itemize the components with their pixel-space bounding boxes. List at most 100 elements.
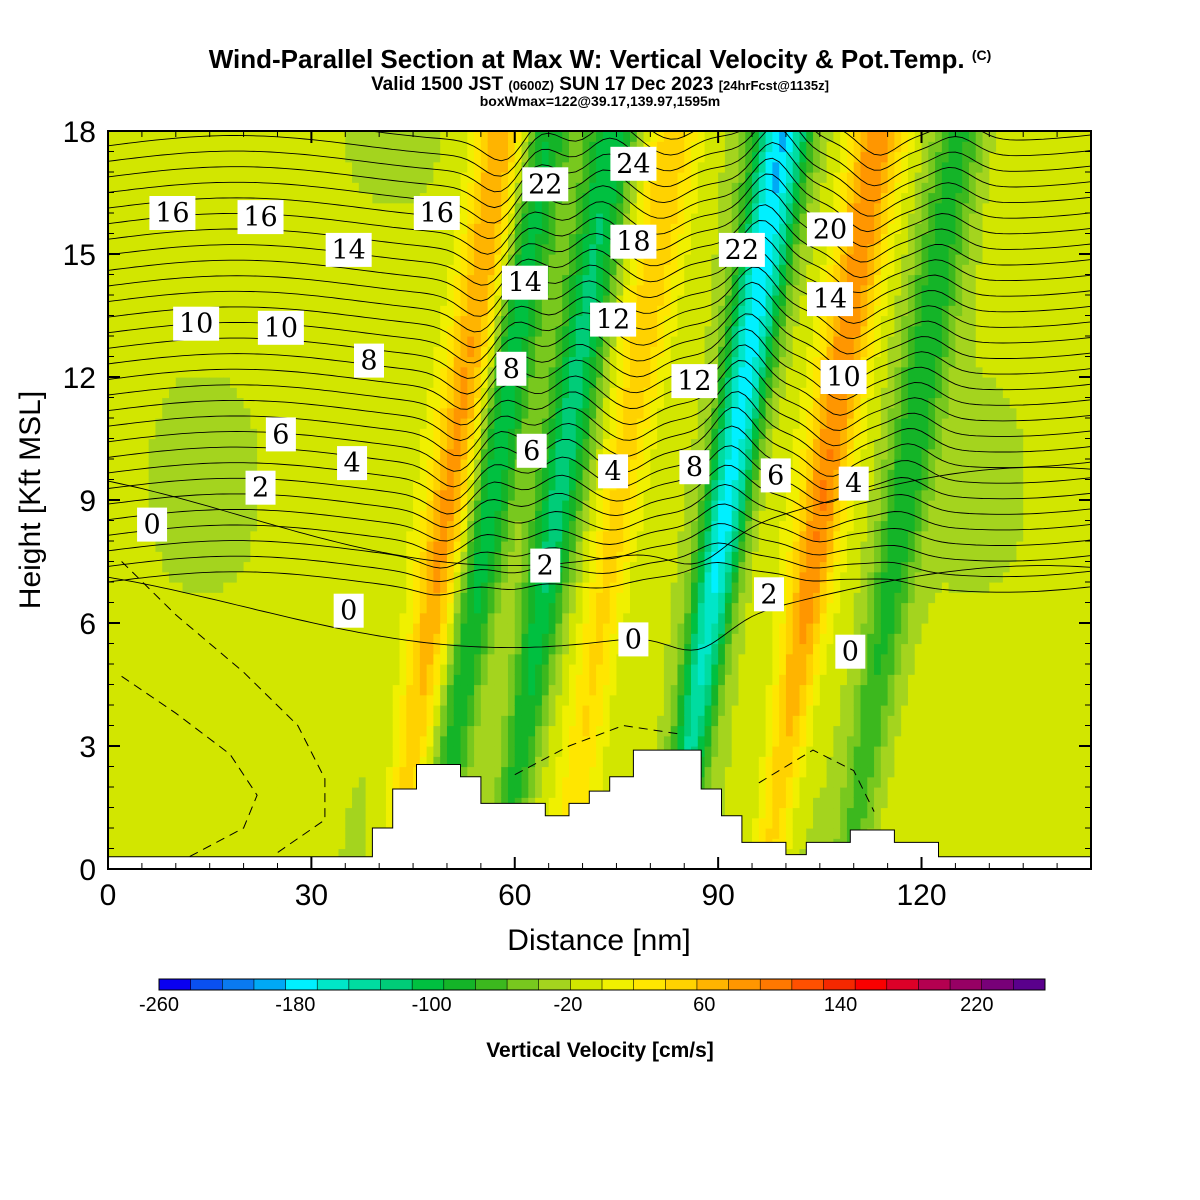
- velocity-cell: [521, 397, 529, 409]
- velocity-cell: [494, 274, 502, 286]
- velocity-cell: [121, 653, 129, 665]
- velocity-cell: [568, 448, 577, 460]
- velocity-cell: [352, 551, 360, 563]
- velocity-cell: [297, 500, 306, 511]
- velocity-cell: [196, 817, 204, 829]
- velocity-cell: [514, 530, 523, 542]
- velocity-cell: [236, 623, 245, 634]
- velocity-cell: [284, 469, 292, 481]
- velocity-cell: [480, 213, 489, 224]
- velocity-cell: [135, 172, 143, 183]
- velocity-cell: [148, 674, 157, 686]
- velocity-cell: [128, 131, 136, 142]
- velocity-cell: [487, 448, 496, 460]
- velocity-cell: [555, 715, 563, 727]
- velocity-cell: [250, 254, 258, 265]
- velocity-cell: [257, 407, 265, 419]
- velocity-cell: [480, 623, 489, 634]
- velocity-cell: [263, 141, 272, 153]
- velocity-cell: [263, 643, 272, 655]
- velocity-cell: [413, 233, 421, 245]
- velocity-cell: [521, 489, 529, 501]
- velocity-cell: [365, 725, 373, 737]
- velocity-cell: [175, 817, 184, 829]
- velocity-cell: [426, 295, 435, 306]
- velocity-cell: [270, 828, 279, 839]
- velocity-cell: [128, 469, 136, 481]
- velocity-cell: [467, 192, 475, 204]
- velocity-cell: [236, 828, 245, 839]
- velocity-cell: [270, 797, 279, 809]
- velocity-cell: [196, 653, 204, 665]
- velocity-cell: [128, 715, 136, 727]
- velocity-cell: [365, 336, 373, 347]
- velocity-cell: [399, 192, 407, 204]
- velocity-cell: [487, 561, 496, 573]
- velocity-cell: [358, 746, 367, 757]
- velocity-cell: [480, 161, 489, 173]
- velocity-cell: [541, 161, 550, 173]
- velocity-cell: [141, 295, 150, 306]
- velocity-cell: [541, 643, 550, 655]
- velocity-cell: [548, 397, 557, 409]
- velocity-cell: [379, 602, 387, 614]
- velocity-cell: [128, 684, 136, 696]
- velocity-cell: [291, 510, 299, 522]
- velocity-cell: [196, 418, 204, 429]
- velocity-cell: [108, 828, 116, 839]
- velocity-cell: [182, 592, 190, 604]
- velocity-cell: [250, 612, 258, 624]
- velocity-cell: [297, 172, 306, 183]
- velocity-cell: [209, 653, 218, 665]
- velocity-cell: [270, 151, 279, 163]
- velocity-cell: [318, 489, 326, 501]
- velocity-cell: [230, 694, 238, 706]
- velocity-cell: [460, 582, 468, 593]
- velocity-cell: [406, 469, 414, 481]
- velocity-cell: [331, 705, 340, 716]
- velocity-cell: [467, 172, 475, 183]
- velocity-cell: [406, 725, 414, 737]
- velocity-cell: [141, 766, 150, 778]
- velocity-cell: [223, 520, 231, 532]
- velocity-cell: [487, 664, 496, 675]
- velocity-cell: [243, 448, 251, 460]
- velocity-cell: [270, 623, 279, 634]
- velocity-cell: [216, 674, 224, 686]
- velocity-cell: [128, 315, 136, 327]
- velocity-cell: [277, 817, 285, 829]
- velocity-cell: [372, 489, 380, 501]
- velocity-cell: [324, 284, 333, 296]
- velocity-cell: [230, 325, 238, 337]
- velocity-cell: [562, 161, 570, 173]
- velocity-cell: [426, 366, 435, 378]
- velocity-cell: [291, 612, 299, 624]
- velocity-cell: [155, 715, 163, 727]
- velocity-cell: [141, 336, 150, 347]
- velocity-cell: [243, 407, 251, 419]
- velocity-cell: [169, 582, 177, 593]
- velocity-cell: [182, 612, 190, 624]
- velocity-cell: [365, 295, 373, 306]
- velocity-cell: [257, 448, 265, 460]
- velocity-cell: [474, 459, 482, 470]
- velocity-cell: [270, 407, 279, 419]
- velocity-cell: [311, 397, 319, 409]
- velocity-cell: [108, 305, 116, 317]
- velocity-cell: [352, 725, 360, 737]
- velocity-cell: [324, 274, 333, 286]
- velocity-cell: [257, 571, 265, 583]
- velocity-cell: [128, 551, 136, 563]
- velocity-cell: [141, 551, 150, 563]
- velocity-cell: [108, 407, 116, 419]
- velocity-cell: [392, 510, 401, 522]
- velocity-cell: [460, 653, 468, 665]
- velocity-cell: [507, 664, 516, 675]
- velocity-cell: [446, 664, 455, 675]
- velocity-cell: [474, 213, 482, 224]
- velocity-cell: [216, 612, 224, 624]
- velocity-cell: [453, 592, 462, 604]
- velocity-cell: [440, 551, 448, 563]
- velocity-cell: [304, 653, 312, 665]
- velocity-cell: [568, 346, 577, 358]
